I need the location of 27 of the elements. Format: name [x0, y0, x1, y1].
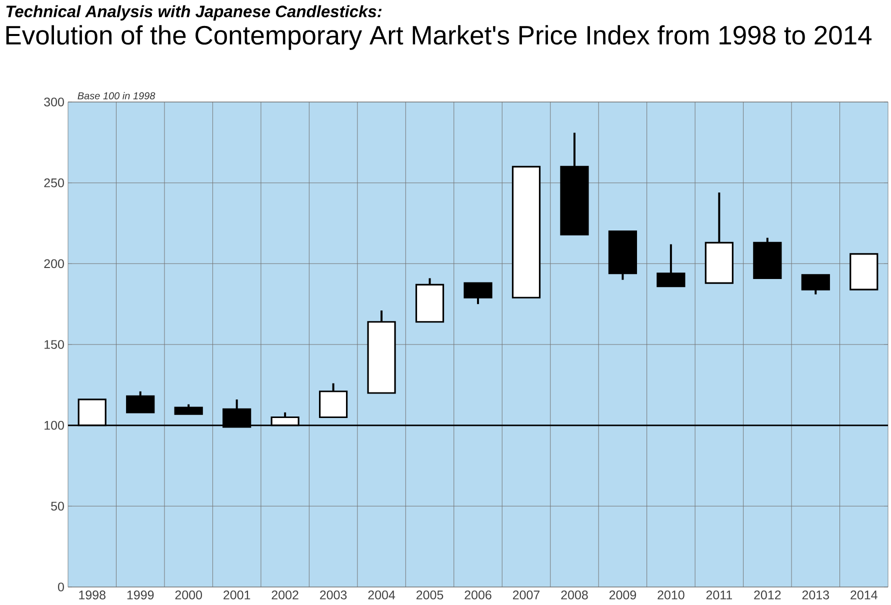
x-tick-label: 1998	[79, 590, 106, 600]
y-tick-label: 300	[44, 98, 64, 106]
y-tick-label: 250	[44, 178, 64, 188]
x-tick-label: 2008	[561, 590, 588, 600]
x-tick-label: 2006	[464, 590, 492, 600]
x-tick-label: 2000	[175, 590, 202, 600]
x-tick-label: 2010	[658, 590, 684, 600]
y-tick-label: 200	[44, 259, 64, 268]
text: Base 100 in 1998	[78, 92, 156, 100]
x-tick-label: 2012	[754, 590, 781, 600]
x-tick-label: 2001	[224, 590, 250, 600]
x-tick-label: 2002	[272, 590, 298, 600]
chart-subtitle: Evolution of the Contemporary Art Market's Price Index from 1998 to 2014	[6, 25, 872, 50]
x-tick-label: 2013	[802, 590, 829, 600]
x-tick-label: 2003	[320, 590, 347, 600]
chart-title: Technical Analysis with Japanese Candlesticks:	[6, 5, 382, 21]
y-tick-label: 100	[44, 420, 64, 430]
x-tick-label: 2014	[850, 590, 878, 600]
x-tick-label: 2004	[368, 590, 396, 600]
x-tick-label: 2005	[416, 590, 444, 600]
x-tick-label: 1999	[127, 590, 154, 600]
y-tick-label: 50	[51, 502, 64, 511]
x-tick-label: 2011	[706, 590, 732, 600]
y-tick-label: 150	[44, 340, 64, 349]
y-tick-label: 0	[58, 582, 64, 592]
x-tick-label: 2009	[609, 590, 636, 600]
x-tick-label: 2007	[512, 590, 540, 600]
